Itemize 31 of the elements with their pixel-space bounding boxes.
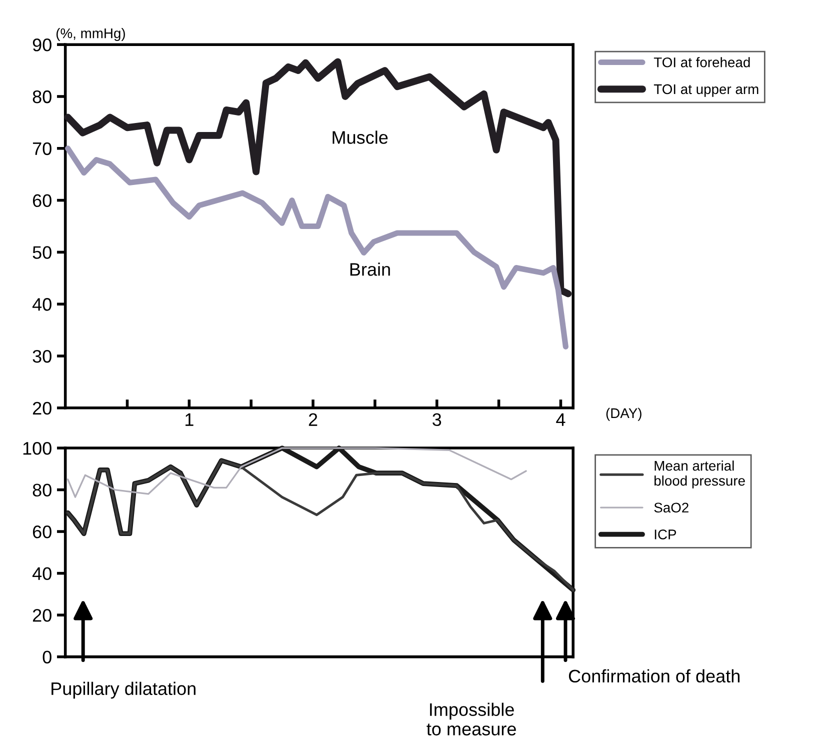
- text: Confirmation of death: [568, 669, 740, 683]
- y-tick-label: 20: [32, 402, 52, 415]
- y-tick-label: 20: [32, 608, 52, 622]
- legend-label: TOI at forehead: [654, 57, 750, 68]
- x-tick-label: 1: [186, 413, 194, 426]
- x-tick-label: 2: [308, 413, 318, 426]
- annotation: Brain: [350, 262, 390, 276]
- y-tick-label: 70: [32, 142, 52, 156]
- x-axis-title: (DAY): [606, 408, 642, 421]
- legend-label: TOI at upper arm: [654, 84, 758, 97]
- legend-label: SaO2: [654, 502, 688, 513]
- x-tick-label: 4: [556, 413, 566, 426]
- y-tick-label: 50: [32, 246, 52, 259]
- y-tick-label: 60: [32, 525, 52, 538]
- annotation: Muscle: [332, 130, 388, 144]
- x-tick-label: 3: [432, 413, 442, 426]
- y-axis-title: (%, mmHg): [56, 28, 125, 41]
- y-tick-label: 40: [32, 567, 52, 580]
- y-tick-label: 0: [42, 650, 52, 664]
- y-tick-label: 40: [32, 298, 52, 311]
- y-tick-label: 30: [32, 350, 52, 363]
- text: Impossible to measure: [426, 702, 516, 736]
- line-series: [66, 447, 527, 498]
- legend-label: ICP: [654, 530, 676, 540]
- y-tick-label: 60: [32, 194, 52, 208]
- y-tick-label: 90: [32, 38, 52, 52]
- y-tick-label: 80: [32, 90, 52, 104]
- y-tick-label: 100: [23, 442, 52, 455]
- y-tick-label: 80: [32, 484, 52, 497]
- text: Pupillary dilatation: [52, 682, 196, 699]
- legend-label: Mean arterial blood pressure: [654, 460, 745, 488]
